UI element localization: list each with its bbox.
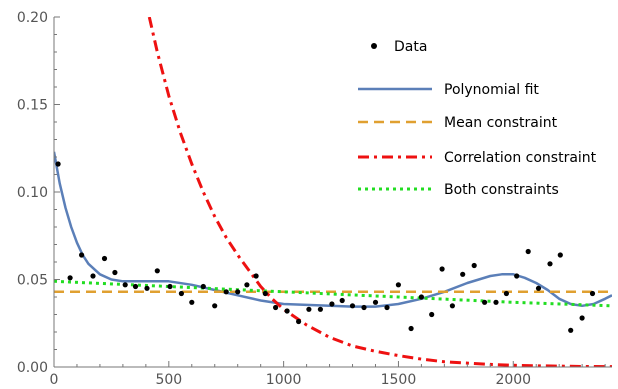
axes: 0 500 1000 1500 2000 0.00 0.05 0.10 0.15 0.20 xyxy=(17,10,612,388)
x-tick-label: 2000 xyxy=(495,372,531,388)
legend-item-mean-constraint: Mean constraint xyxy=(358,115,558,131)
legend-label: Data xyxy=(394,39,427,55)
legend-item-both-constraints: Both constraints xyxy=(358,182,559,198)
data-point xyxy=(90,273,96,279)
data-point xyxy=(200,283,206,290)
x-tick-label: 500 xyxy=(155,372,182,388)
legend-swatch xyxy=(371,43,377,49)
data-point xyxy=(189,299,195,305)
data-point xyxy=(557,252,563,258)
series-line-correlation-constraint xyxy=(147,17,612,367)
data-point xyxy=(395,282,401,288)
data-point xyxy=(514,273,520,279)
data-point xyxy=(579,315,585,321)
data-point xyxy=(273,304,279,311)
y-tick-label: 0.15 xyxy=(17,98,48,114)
data-point xyxy=(372,299,379,305)
y-tick-label: 0.05 xyxy=(17,273,48,289)
legend-label: Mean constraint xyxy=(444,115,558,131)
x-tick-label: 1500 xyxy=(381,372,417,388)
x-tick-label: 0 xyxy=(50,372,59,388)
y-tick-label: 0.10 xyxy=(17,185,48,201)
data-point xyxy=(79,252,85,258)
y-tick-label: 0.20 xyxy=(17,10,48,26)
data-point xyxy=(503,290,509,297)
data-point xyxy=(339,297,345,304)
data-point xyxy=(262,290,268,297)
data-point xyxy=(361,304,367,311)
data-point xyxy=(244,282,250,288)
legend-item-polynomial-fit: Polynomial fit xyxy=(358,82,539,98)
data-point xyxy=(55,161,61,167)
data-point xyxy=(384,304,390,311)
data-point xyxy=(449,303,455,309)
data-point xyxy=(408,325,414,332)
legend-item-correlation-constraint: Correlation constraint xyxy=(358,150,597,166)
legend-item-data: Data xyxy=(371,39,427,55)
legend: Data Polynomial fit Mean constraint Correla… xyxy=(358,39,597,198)
data-point xyxy=(568,327,574,333)
data-point xyxy=(525,248,531,255)
data-point xyxy=(284,308,290,314)
data-point xyxy=(317,306,323,312)
data-point xyxy=(167,283,173,290)
data-point xyxy=(296,318,302,325)
data-point xyxy=(439,266,445,272)
data-point xyxy=(589,290,596,297)
legend-label: Polynomial fit xyxy=(444,82,539,98)
data-point xyxy=(349,303,356,309)
data-point xyxy=(547,261,553,267)
data-point xyxy=(154,268,160,274)
data-point xyxy=(460,271,466,277)
data-point xyxy=(482,299,488,305)
series-line-polynomial-fit xyxy=(54,151,612,308)
data-point xyxy=(223,289,229,295)
data-point xyxy=(418,294,424,300)
data-point xyxy=(122,282,128,288)
data-point xyxy=(132,283,139,290)
data-point xyxy=(535,285,542,291)
data-point xyxy=(235,289,241,295)
data-point xyxy=(101,255,108,262)
legend-label: Correlation constraint xyxy=(444,150,597,166)
data-point xyxy=(471,262,477,269)
data-point xyxy=(306,306,312,312)
data-point xyxy=(144,285,150,291)
data-point xyxy=(178,290,184,297)
series-layer xyxy=(54,17,612,367)
x-tick-label: 1000 xyxy=(266,372,302,388)
data-point xyxy=(112,269,118,276)
data-point xyxy=(67,275,73,281)
series-line-both-constraints xyxy=(54,279,612,308)
data-point xyxy=(429,311,435,318)
data-point xyxy=(493,299,499,305)
legend-label: Both constraints xyxy=(444,182,559,198)
y-tick-label: 0.00 xyxy=(17,360,48,376)
data-point xyxy=(329,301,335,307)
data-point xyxy=(212,303,218,309)
data-point xyxy=(253,273,259,279)
